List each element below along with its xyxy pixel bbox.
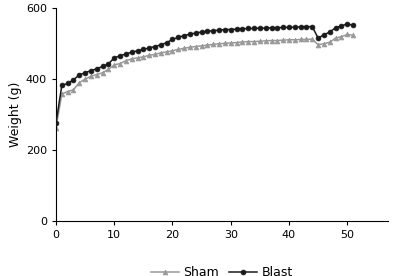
Legend: Sham, Blast: Sham, Blast xyxy=(146,261,298,276)
Sham xyxy=(234,41,239,44)
Blast xyxy=(158,43,163,46)
Blast xyxy=(345,22,350,25)
Blast xyxy=(234,28,239,31)
Blast xyxy=(193,31,198,35)
Blast xyxy=(351,24,356,27)
Y-axis label: Weight (g): Weight (g) xyxy=(9,82,22,147)
Sham xyxy=(193,45,198,48)
Sham xyxy=(327,41,332,44)
Sham xyxy=(77,81,82,84)
Sham xyxy=(246,40,251,43)
Sham xyxy=(54,126,58,129)
Sham xyxy=(158,51,163,55)
Sham xyxy=(345,33,350,36)
Line: Sham: Sham xyxy=(54,32,356,130)
Sham xyxy=(351,34,356,37)
Blast xyxy=(77,73,82,76)
Line: Blast: Blast xyxy=(54,22,356,126)
Blast xyxy=(246,27,251,30)
Blast xyxy=(54,121,58,125)
Blast xyxy=(327,30,332,34)
